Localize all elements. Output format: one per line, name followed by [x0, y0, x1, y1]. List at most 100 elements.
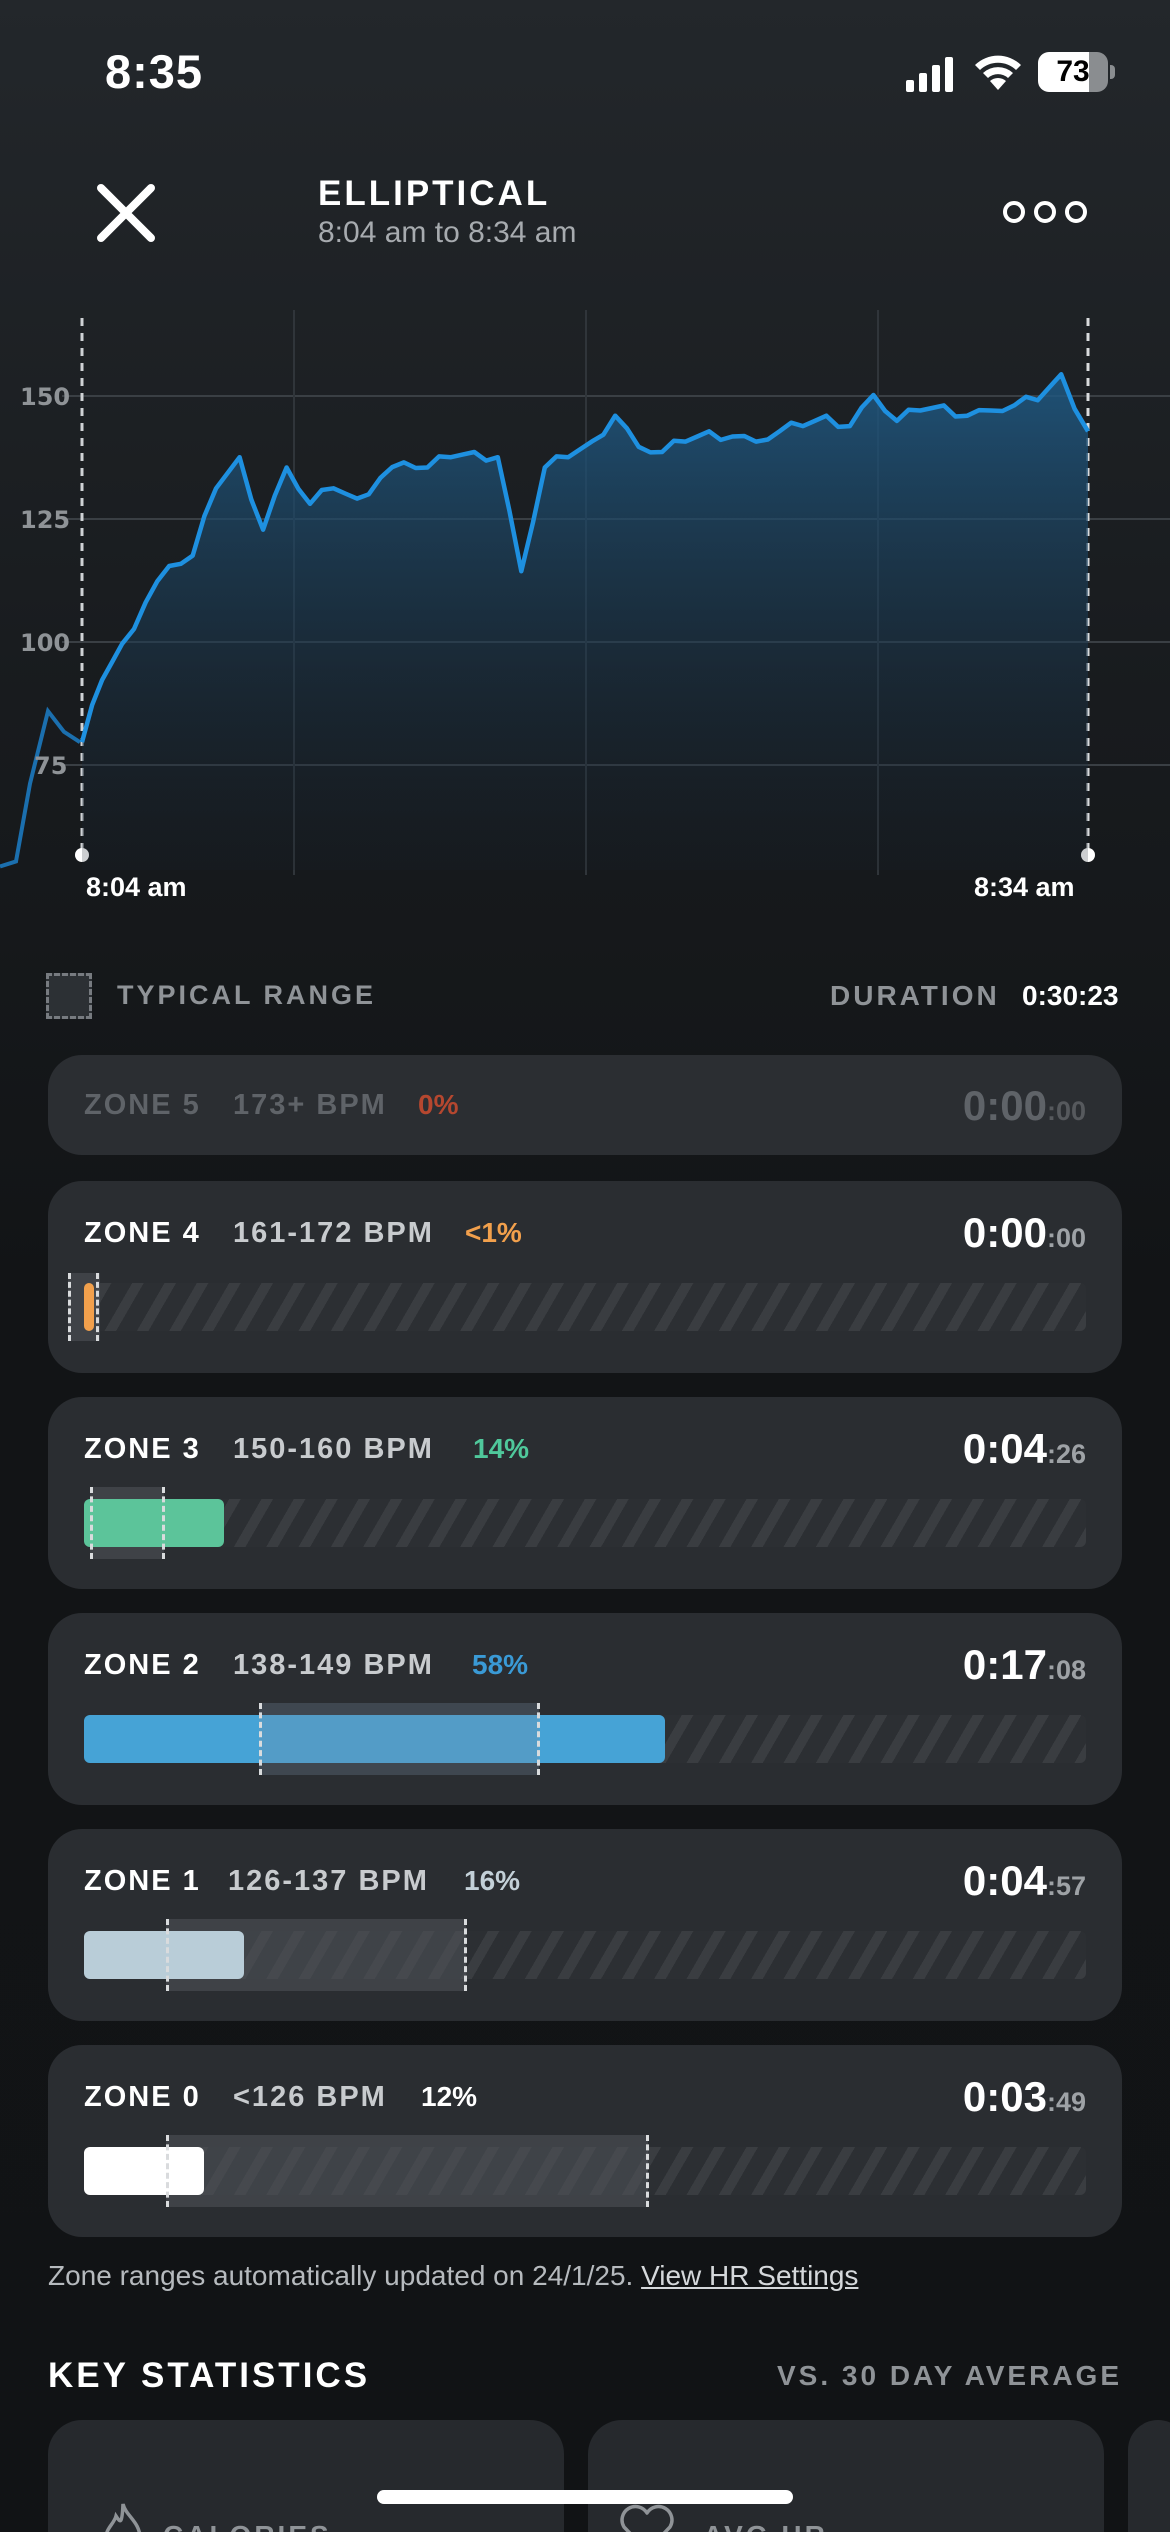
typical-range-start [90, 1487, 93, 1559]
status-bar: 8:35 73 [0, 0, 1170, 150]
zone-name: ZONE 3 [84, 1433, 201, 1465]
zone-time-secs: :00 [1046, 1096, 1086, 1126]
heart-icon [620, 2504, 674, 2532]
hr-pre-series-line [0, 706, 82, 869]
typical-range-band [259, 1703, 539, 1775]
zone-time-secs: :00 [1046, 1223, 1086, 1253]
zone-time-main: 0:03 [962, 2073, 1047, 2120]
zone-time-main: 0:17 [962, 1641, 1047, 1688]
avg-hr-label: AVG HR [703, 2520, 828, 2532]
zone-name: ZONE 4 [84, 1217, 201, 1249]
typical-range-end [162, 1487, 165, 1559]
zone-update-text: Zone ranges automatically updated on 24/… [48, 2260, 642, 2291]
zone-bpm: 150-160 BPM [233, 1433, 434, 1465]
duration-value: 0:30:23 [1022, 980, 1119, 1011]
signal-icon [906, 57, 953, 92]
y-tick-label: 125 [20, 506, 70, 534]
y-tick-label: 100 [20, 629, 70, 657]
zone-percent: 14% [473, 1433, 530, 1464]
zone-bar-fill [84, 1931, 245, 1979]
y-tick-label: 150 [20, 383, 70, 411]
more-icon[interactable] [1000, 195, 1090, 229]
zone-time-secs: :57 [1046, 1871, 1086, 1901]
zone-time-main: 0:00 [962, 1082, 1047, 1129]
hr-area-fill [82, 374, 1088, 870]
zone-1-card[interactable]: ZONE 1 126-137 BPM 16% 0:04:57 [48, 1829, 1122, 2021]
battery-indicator: 73 [1038, 52, 1115, 92]
zone-bpm: 126-137 BPM [228, 1865, 429, 1897]
zone-percent: <1% [465, 1217, 522, 1248]
zone-0-card[interactable]: ZONE 0 <126 BPM 12% 0:03:49 [48, 2045, 1122, 2237]
zone-time-secs: :26 [1046, 1439, 1086, 1469]
zone-name: ZONE 0 [84, 2081, 201, 2113]
duration-label: DURATION [830, 980, 1000, 1011]
zone-time: 0:00:00 [963, 1082, 1086, 1130]
zone-bpm: 138-149 BPM [233, 1649, 434, 1681]
key-statistics-heading: KEY STATISTICS [48, 2356, 371, 2395]
view-hr-settings-link[interactable]: View HR Settings [641, 2260, 859, 2291]
zone-time: 0:04:57 [963, 1857, 1086, 1905]
zone-2-card[interactable]: ZONE 2 138-149 BPM 58% 0:17:08 [48, 1613, 1122, 1805]
battery-level: 73 [1038, 52, 1108, 92]
zone-time-main: 0:04 [962, 1857, 1047, 1904]
zone-4-card[interactable]: ZONE 4 161-172 BPM <1% 0:00:00 [48, 1181, 1122, 1373]
typical-range-end [464, 1919, 467, 1991]
wifi-icon [975, 55, 1021, 90]
hr-series-line [79, 372, 1090, 743]
zone-time: 0:04:26 [963, 1425, 1086, 1473]
zone-bar-fill [84, 1499, 225, 1547]
zone-time: 0:17:08 [963, 1641, 1086, 1689]
zone-time: 0:03:49 [963, 2073, 1086, 2121]
battery-tip [1110, 65, 1115, 79]
zone-bar-fill [84, 1715, 666, 1763]
zone-name: ZONE 5 [84, 1089, 201, 1121]
zone-name: ZONE 2 [84, 1649, 201, 1681]
typical-range-start [166, 1919, 169, 1991]
close-icon[interactable] [95, 182, 157, 244]
zone-time-main: 0:00 [962, 1209, 1047, 1256]
zone-percent: 58% [472, 1649, 529, 1680]
typical-range-swatch [46, 973, 92, 1019]
typical-range-start [166, 2135, 169, 2207]
typical-range-end [96, 1273, 99, 1341]
zone-bar-track [68, 1273, 1086, 1341]
zone-bpm: <126 BPM [233, 2081, 387, 2113]
zone-bar-fill [84, 1283, 95, 1331]
zone-time-secs: :08 [1046, 1655, 1086, 1685]
zone-bar-fill [84, 2147, 205, 2195]
calories-label: CALORIES [163, 2520, 332, 2532]
flame-icon [105, 2503, 142, 2532]
zone-bar-track [84, 1703, 1086, 1775]
zone-percent: 16% [464, 1865, 521, 1896]
zone-time: 0:00:00 [963, 1209, 1086, 1257]
zone-time-secs: :49 [1046, 2087, 1086, 2117]
status-time: 8:35 [105, 45, 204, 98]
zone-bpm: 173+ BPM [233, 1089, 387, 1121]
zone-name: ZONE 1 [84, 1865, 201, 1897]
typical-range-end [646, 2135, 649, 2207]
calories-card[interactable]: CALORIES [48, 2420, 564, 2532]
zone-bar-track [84, 1919, 1086, 1991]
workout-time-range: 8:04 am to 8:34 am [318, 216, 577, 249]
workout-title: ELLIPTICAL [318, 174, 551, 213]
y-tick-label: 75 [34, 752, 67, 780]
zone-bpm: 161-172 BPM [233, 1217, 434, 1249]
home-indicator[interactable] [377, 2490, 793, 2504]
zone-bar-track [84, 2135, 1086, 2207]
typical-range-band [166, 2135, 648, 2207]
typical-range-start [68, 1273, 71, 1341]
zone-percent: 12% [421, 2081, 478, 2112]
chart-end-time: 8:34 am [974, 872, 1075, 902]
chart-start-time: 8:04 am [86, 872, 187, 902]
heart-rate-chart: 150 125 100 75 [0, 310, 1170, 875]
avg-hr-card[interactable]: AVG HR [588, 2420, 1104, 2532]
zone-percent: 0% [418, 1089, 459, 1120]
next-stat-card[interactable] [1128, 2420, 1170, 2532]
zone-5-card[interactable]: ZONE 5 173+ BPM 0% 0:00:00 [48, 1055, 1122, 1155]
zone-bar-track [84, 1487, 1086, 1559]
zone-time-main: 0:04 [962, 1425, 1047, 1472]
typical-range-label: TYPICAL RANGE [117, 980, 377, 1010]
zone-3-card[interactable]: ZONE 3 150-160 BPM 14% 0:04:26 [48, 1397, 1122, 1589]
comparison-label: VS. 30 DAY AVERAGE [776, 2360, 1122, 2391]
